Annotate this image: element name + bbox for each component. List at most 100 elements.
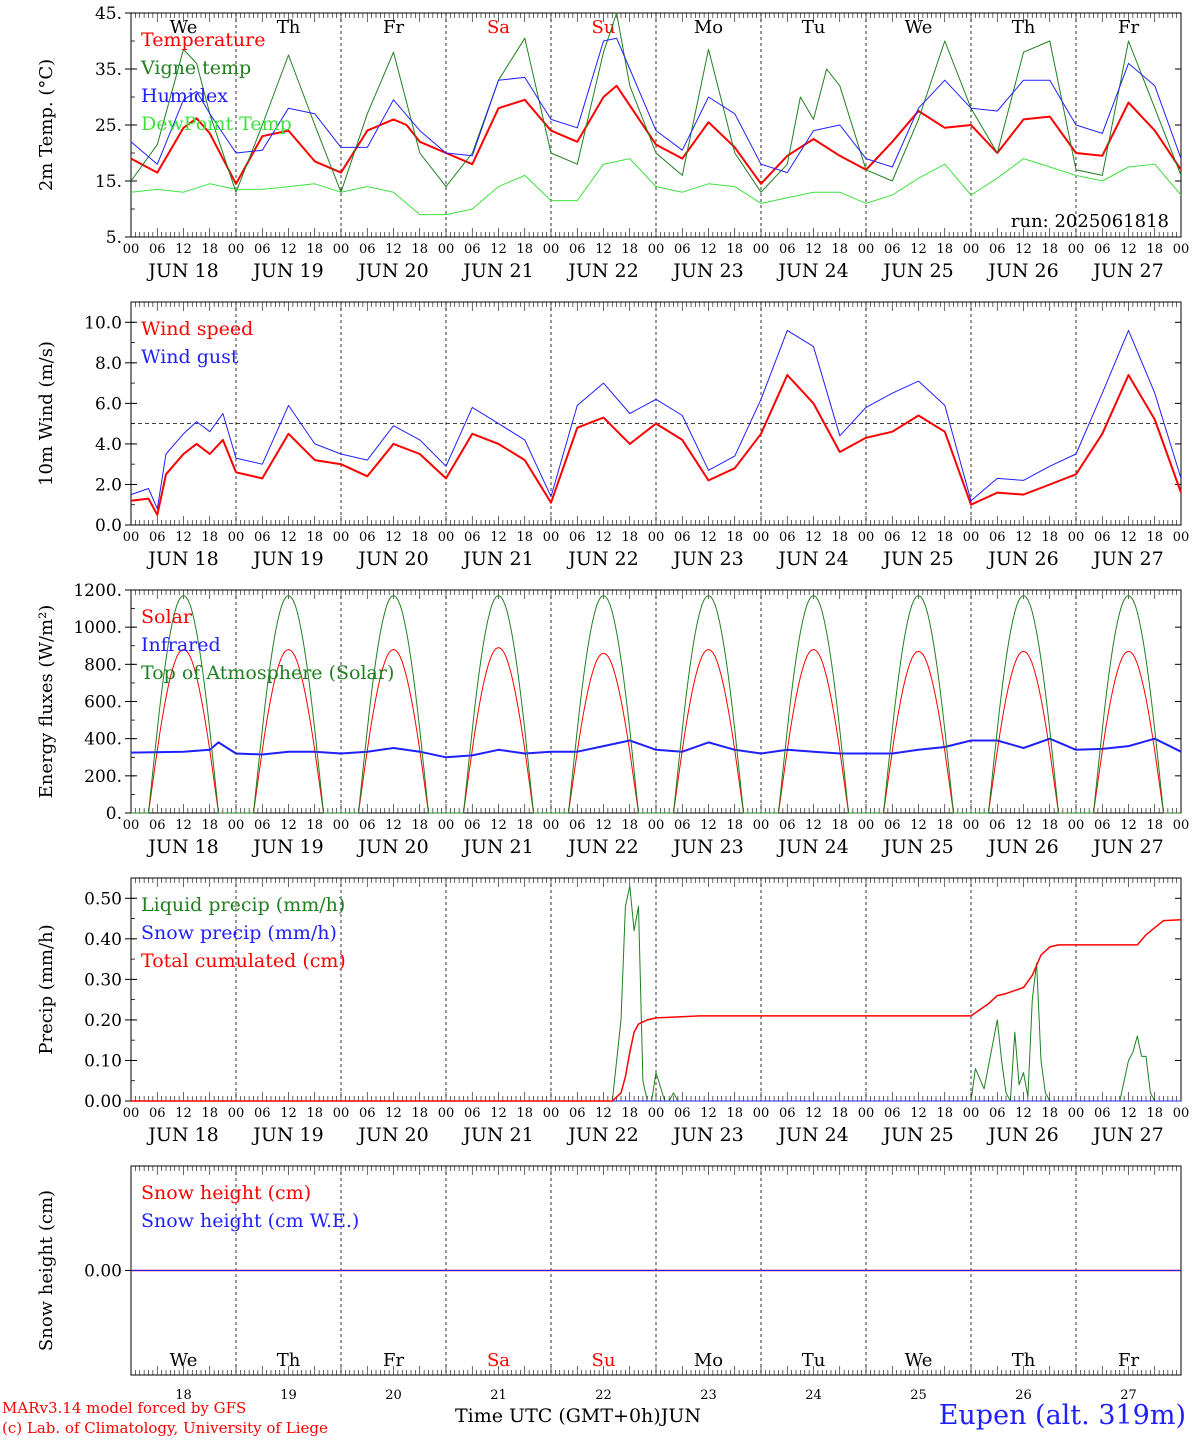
hour-tick-label: 06 (1094, 818, 1111, 833)
hour-tick-label: 18 (1146, 530, 1163, 545)
day-number: 27 (1120, 1388, 1137, 1403)
hour-tick-label: 12 (175, 242, 192, 257)
date-label: JUN 18 (146, 836, 218, 858)
hour-tick-label: 00 (228, 818, 245, 833)
hour-tick-label: 18 (1041, 530, 1058, 545)
panel-wind: 0.0 2.0 4.0 6.0 8.0 10.0 10m Wind (m/s) Wind sp… (36, 301, 1182, 536)
hour-tick-label: 06 (254, 242, 271, 257)
hour-tick-label: 00 (438, 1106, 455, 1121)
date-label: JUN 22 (566, 260, 638, 282)
date-label: JUN 18 (146, 548, 218, 570)
legend: Temperature Vigne temp Humidex DewPoint Tem… (140, 29, 292, 135)
y-tick-label: 10.0 (84, 313, 122, 333)
x-axis-labels-temperature: 00 06 12 18 JUN 18 00 06 12 18 JUN 19 00 06 12 18 JUN … (123, 242, 1190, 282)
hour-tick-label: 12 (385, 818, 402, 833)
hour-tick-label: 18 (1041, 818, 1058, 833)
hour-tick-label: 18 (306, 242, 323, 257)
hour-tick-label: 18 (201, 530, 218, 545)
hour-tick-label: 12 (910, 1106, 927, 1121)
hour-tick-label: 00 (1173, 530, 1190, 545)
hour-tick-label: 18 (516, 530, 533, 545)
hour-tick-label: 12 (175, 818, 192, 833)
hour-tick-label: 06 (884, 1106, 901, 1121)
hour-tick-label: 12 (1120, 818, 1137, 833)
weekday-label: Tu (802, 1350, 826, 1371)
hour-tick-label: 06 (1094, 242, 1111, 257)
series-line-top-of-atmosphere-solar- (131, 595, 1181, 814)
legend-entry: Solar (141, 606, 193, 628)
hour-tick-label: 18 (1041, 1106, 1058, 1121)
weekday-label: Fr (1118, 17, 1139, 38)
hour-tick-label: 00 (438, 242, 455, 257)
hour-tick-label: 00 (648, 1106, 665, 1121)
hour-tick-label: 12 (595, 1106, 612, 1121)
legend-entry: Snow height (cm W.E.) (141, 1210, 359, 1232)
hour-tick-label: 00 (858, 818, 875, 833)
panel-energy: 0. 200. 400. 600. 800. 1000. 1200. Energy fluxe… (36, 581, 1182, 824)
date-label: JUN 21 (461, 1124, 533, 1146)
hour-tick-label: 00 (438, 530, 455, 545)
y-tick-label: 35. (95, 60, 122, 80)
hour-tick-label: 18 (1041, 242, 1058, 257)
hour-tick-label: 18 (1146, 242, 1163, 257)
date-label: JUN 23 (671, 260, 743, 282)
hour-tick-label: 12 (280, 530, 297, 545)
hour-tick-label: 00 (1068, 818, 1085, 833)
legend-entry: Humidex (141, 85, 228, 107)
series-group (130, 595, 1182, 814)
hour-tick-label: 00 (753, 530, 770, 545)
legend-entry: Total cumulated (cm) (141, 950, 346, 972)
date-label: JUN 27 (1091, 548, 1163, 570)
hour-tick-label: 06 (989, 1106, 1006, 1121)
weekday-label: Fr (383, 1350, 404, 1371)
y-tick-label: 400. (84, 730, 122, 750)
hour-tick-label: 06 (359, 1106, 376, 1121)
weekday-label: Sa (487, 17, 510, 38)
date-label: JUN 20 (356, 548, 428, 570)
hour-tick-label: 00 (228, 242, 245, 257)
date-label: JUN 19 (251, 836, 323, 858)
hour-tick-label: 18 (411, 242, 428, 257)
date-label: JUN 25 (881, 548, 953, 570)
hour-tick-label: 06 (884, 530, 901, 545)
hour-tick-label: 06 (884, 818, 901, 833)
hour-tick-label: 18 (831, 242, 848, 257)
y-tick-label: 0.20 (84, 1011, 122, 1031)
hour-tick-label: 18 (516, 242, 533, 257)
series-line-infrared (130, 737, 1182, 759)
y-tick-label: 0.40 (84, 930, 122, 950)
hour-tick-label: 06 (779, 242, 796, 257)
hour-tick-label: 18 (726, 242, 743, 257)
hour-tick-label: 06 (254, 530, 271, 545)
series-line-wind-speed (130, 374, 1182, 516)
hour-tick-label: 00 (123, 242, 140, 257)
panel-temperature: 5.15.25.35.45.2m Temp. (°C)We Th Fr Sa Su Mo T… (36, 4, 1182, 248)
series-line-dewpoint-temp (130, 158, 1182, 216)
series-line-humidex (130, 37, 1182, 174)
date-label: JUN 26 (986, 836, 1058, 858)
hour-tick-label: 12 (1120, 530, 1137, 545)
legend: Solar Infrared Top of Atmosphere (Solar) (141, 606, 394, 684)
hour-tick-label: 18 (936, 1106, 953, 1121)
hour-tick-label: 00 (123, 530, 140, 545)
y-tick-label: 2.0 (95, 475, 122, 495)
legend-entry: DewPoint Temp (141, 113, 292, 135)
x-axis-labels-energy: 00 06 12 18 JUN 18 00 06 12 18 JUN 19 00 06 12 18 JUN … (123, 818, 1190, 858)
hour-tick-label: 00 (543, 1106, 560, 1121)
hour-tick-label: 18 (411, 818, 428, 833)
date-label: JUN 20 (356, 1124, 428, 1146)
panel-precip: 0.00 0.10 0.20 0.30 0.40 0.50 Precip (mm/h) Liq… (36, 877, 1182, 1112)
hour-tick-label: 18 (306, 1106, 323, 1121)
legend: Wind speed Wind gust (141, 318, 253, 368)
legend-entry: Snow height (cm) (141, 1182, 311, 1204)
hour-tick-label: 06 (989, 242, 1006, 257)
weekday-label: Tu (802, 17, 826, 38)
hour-tick-label: 12 (805, 530, 822, 545)
panel-frame (130, 589, 1182, 814)
y-tick-label: 600. (84, 693, 122, 713)
hour-tick-label: 00 (543, 242, 560, 257)
hour-tick-label: 18 (936, 818, 953, 833)
hour-tick-label: 12 (490, 1106, 507, 1121)
hour-tick-label: 06 (569, 242, 586, 257)
day-number: 23 (700, 1388, 717, 1403)
